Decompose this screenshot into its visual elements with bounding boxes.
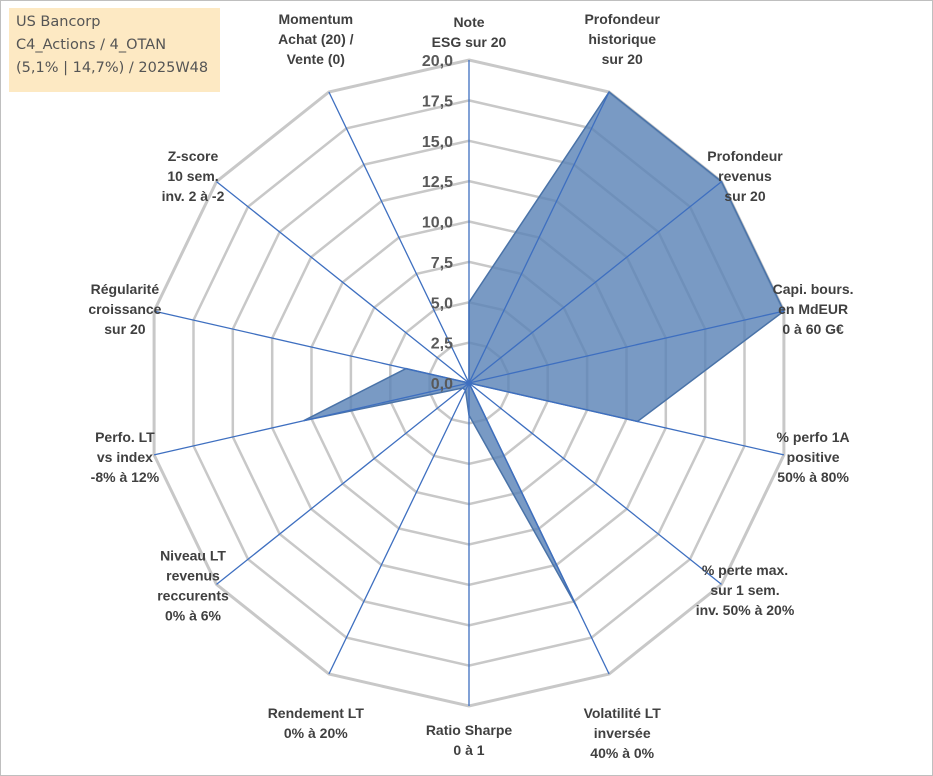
axis-labels: Note ESG sur 20 Profondeur historique sur 20… (88, 11, 853, 761)
tick-label: 10,0 (422, 215, 453, 232)
tick-label: 0,0 (431, 376, 453, 393)
axis-label-line: revenus (166, 568, 220, 584)
axis-label-line: -8% à 12% (91, 469, 160, 485)
axis-label-line: Note (453, 14, 484, 30)
tick-label: 15,0 (422, 134, 453, 151)
axis-spoke (468, 91, 610, 384)
axis-label-line: Z-score (168, 148, 219, 164)
axis-label: Capi. bours. en MdEUR 0 à 60 G€ (773, 281, 854, 337)
axis-spoke (216, 181, 470, 384)
company-name: US Bancorp (16, 14, 101, 30)
portfolio-path: C4_Actions / 4_OTAN (16, 37, 167, 53)
axis-label-line: 0% à 6% (165, 608, 222, 624)
axis-label-line: 0 à 60 G€ (782, 321, 844, 337)
axis-label-line: inversée (594, 725, 651, 741)
axis-label: Ratio Sharpe 0 à 1 (426, 722, 513, 758)
axis-label-line: inv. 50% à 20% (696, 602, 795, 618)
axis-label-line: Profondeur (584, 11, 660, 27)
axis-label-line: Ratio Sharpe (426, 722, 513, 738)
axis-label: Niveau LT revenus reccurents 0% à 6% (157, 548, 229, 624)
radar-spokes (153, 60, 785, 706)
axis-label: Régularité croissance sur 20 (88, 281, 161, 337)
axis-spoke (468, 382, 722, 585)
axis-spoke (328, 91, 470, 384)
axis-spoke (328, 382, 470, 675)
axis-label-line: historique (588, 31, 656, 47)
tick-label: 17,5 (422, 93, 453, 110)
axis-label-line: Perfo. LT (95, 429, 155, 445)
axis-label-line: Momentum (278, 11, 353, 27)
axis-label: Volatilité LT inversée 40% à 0% (584, 705, 662, 761)
axis-label-line: Capi. bours. (773, 281, 854, 297)
axis-label-line: croissance (88, 301, 161, 317)
axis-label: Z-score 10 sem. inv. 2 à -2 (162, 148, 225, 204)
tick-label: 5,0 (431, 295, 453, 312)
axis-label-line: positive (787, 449, 840, 465)
axis-spoke (153, 310, 470, 384)
axis-label-line: inv. 2 à -2 (162, 188, 225, 204)
axis-label-line: Rendement LT (268, 705, 365, 721)
axis-label-line: Achat (20) / (278, 31, 354, 47)
axis-spoke (468, 181, 722, 384)
tick-label: 7,5 (431, 255, 453, 272)
axis-label: Momentum Achat (20) / Vente (0) (278, 11, 354, 67)
axis-label-line: 40% à 0% (590, 745, 654, 761)
axis-label: Rendement LT 0% à 20% (268, 705, 365, 741)
axis-label-line: sur 20 (724, 188, 765, 204)
axis-label-line: sur 20 (104, 321, 145, 337)
axis-label-line: ESG sur 20 (432, 34, 507, 50)
axis-label: Perfo. LT vs index -8% à 12% (91, 429, 160, 485)
radial-tick-labels: 0,0 2,5 5,0 7,5 10,0 12,5 15,0 17,5 20,0 (422, 53, 453, 393)
axis-label-line: % perte max. (702, 562, 788, 578)
info-box: US Bancorp C4_Actions / 4_OTAN (5,1% | 1… (9, 8, 220, 92)
axis-label-line: Régularité (91, 281, 160, 297)
axis-spoke (468, 310, 785, 384)
axis-label-line: Profondeur (707, 148, 783, 164)
axis-spoke (468, 382, 785, 456)
axis-label-line: Niveau LT (160, 548, 226, 564)
axis-label-line: reccurents (157, 588, 229, 604)
axis-label: Profondeur historique sur 20 (584, 11, 660, 67)
axis-label-line: vs index (97, 449, 153, 465)
axis-label-line: 10 sem. (167, 168, 218, 184)
axis-label: % perte max. sur 1 sem. inv. 50% à 20% (696, 562, 795, 618)
axis-label-line: sur 20 (602, 51, 643, 67)
axis-spoke (468, 382, 610, 675)
axis-label-line: revenus (718, 168, 772, 184)
tick-label: 2,5 (431, 336, 453, 353)
tick-label: 20,0 (422, 53, 453, 70)
axis-label-line: % perfo 1A (777, 429, 850, 445)
axis-spoke (216, 382, 470, 585)
axis-label: % perfo 1A positive 50% à 80% (777, 429, 850, 485)
axis-label-line: 0 à 1 (453, 742, 484, 758)
axis-label-line: 50% à 80% (777, 469, 849, 485)
axis-label: Profondeur revenus sur 20 (707, 148, 783, 204)
axis-label-line: 0% à 20% (284, 725, 348, 741)
radar-series (303, 90, 785, 609)
axis-spoke (153, 382, 470, 456)
axis-label-line: Vente (0) (287, 51, 345, 67)
axis-label: Note ESG sur 20 (432, 14, 507, 50)
tick-label: 12,5 (422, 174, 453, 191)
axis-label-line: sur 1 sem. (710, 582, 779, 598)
data-series-area (303, 90, 785, 609)
axis-label-line: en MdEUR (778, 301, 848, 317)
axis-label-line: Volatilité LT (584, 705, 662, 721)
performance-week: (5,1% | 14,7%) / 2025W48 (16, 60, 209, 76)
